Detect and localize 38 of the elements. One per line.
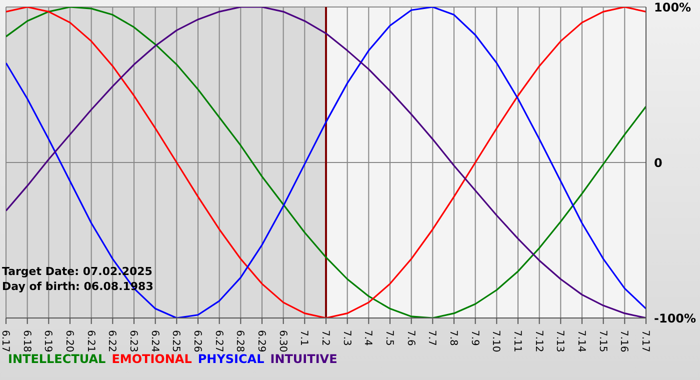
x-tick-label: 6.18 (20, 330, 32, 352)
x-tick-label: 7.6 (404, 330, 416, 346)
x-tick-label: 6.19 (42, 330, 54, 352)
y-tick-label: -100% (654, 311, 696, 326)
x-tick-label: 7.11 (512, 330, 522, 352)
x-tick-label: 7.10 (490, 330, 502, 352)
x-tick-label: 7.5 (384, 330, 394, 346)
text: EMOTIONAL (112, 352, 192, 366)
x-tick-label: 6.17 (0, 330, 10, 352)
x-tick-label: 6.28 (234, 330, 246, 352)
x-tick-label: 6.30 (276, 330, 288, 352)
text: INTUITIVE (270, 352, 338, 366)
x-tick-label: 6.29 (256, 330, 266, 352)
x-tick-label: 7.4 (362, 330, 374, 346)
x-tick-label: 7.2 (320, 330, 330, 346)
x-tick-label: 7.8 (448, 330, 458, 346)
x-tick-label: 6.26 (192, 330, 202, 352)
x-tick-label: 6.25 (170, 330, 182, 352)
x-tick-label: 7.15 (596, 330, 608, 352)
x-tick-label: 6.21 (84, 330, 96, 352)
x-tick-label: 7.3 (340, 330, 352, 346)
x-tick-label: 6.20 (64, 330, 74, 352)
x-tick-label: 7.1 (298, 330, 310, 346)
x-tick-label: 6.24 (148, 330, 160, 352)
x-tick-label: 6.27 (212, 330, 224, 352)
x-tick-label: 7.13 (554, 330, 566, 352)
x-tick-label: 7.9 (468, 330, 480, 346)
x-tick-label: 7.14 (576, 330, 586, 352)
x-tick-label: 7.16 (618, 330, 630, 352)
text: INTELLECTUAL (8, 352, 106, 366)
x-tick-label: 6.23 (128, 330, 138, 352)
x-tick-label: 7.17 (640, 330, 650, 352)
x-tick-label: 7.7 (426, 330, 438, 346)
x-tick-label: 6.22 (106, 330, 118, 352)
y-tick-label: 100% (654, 0, 692, 14)
x-tick-label: 7.12 (532, 330, 544, 352)
y-tick-label: 0 (654, 156, 662, 170)
text: PHYSICAL (198, 352, 264, 366)
